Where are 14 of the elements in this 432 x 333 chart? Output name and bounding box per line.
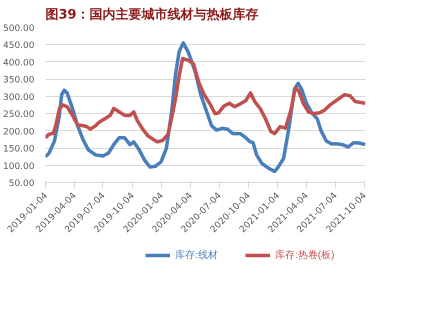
legend-label: 库存:热卷(板) (275, 248, 334, 262)
y-tick-label: 100.00 (3, 162, 35, 172)
line-series (46, 56, 366, 144)
chart-title: 图39：国内主要城市线材与热板库存 (46, 6, 259, 22)
y-tick-label: 400.00 (3, 58, 35, 68)
y-tick-label: 200.00 (3, 127, 35, 138)
y-tick-label: 500.00 (3, 24, 35, 34)
y-tick-label: 450.00 (3, 41, 35, 52)
legend-label: 库存:线材 (175, 248, 218, 262)
y-tick-label: 250.00 (3, 110, 35, 120)
y-tick-label: 300.00 (3, 92, 35, 103)
y-tick-label: 150.00 (3, 144, 35, 155)
y-tick-label: 50.00 (8, 179, 35, 189)
y-tick-label: 350.00 (3, 76, 35, 86)
